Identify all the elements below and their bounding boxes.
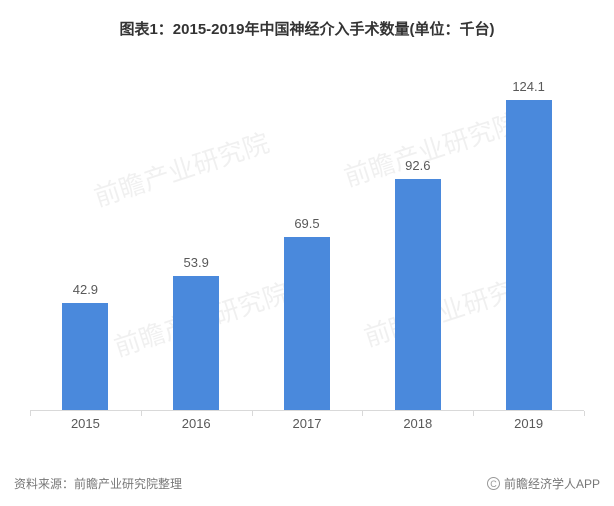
chart-area: 前瞻产业研究院 前瞻产业研究院 前瞻产业研究院 前瞻产业研究院 42.953.9… [30,60,584,436]
chart-title: 图表1：2015-2019年中国神经介入手术数量(单位：千台) [0,0,614,39]
bar-plot: 42.9 53.9 69.5 92.6 124.1 [30,60,584,411]
x-axis-tick [584,411,585,416]
bar-group: 69.5 [252,216,363,411]
bar-value-label: 69.5 [294,216,319,231]
x-axis-labels: 20152016201720182019 [30,411,584,436]
x-axis-tick [30,411,31,416]
x-axis-label: 2015 [30,416,141,431]
bar [173,276,219,411]
bar-group: 42.9 [30,282,141,411]
bar-value-label: 53.9 [184,255,209,270]
bar-value-label: 124.1 [512,79,545,94]
bar [395,179,441,411]
copyright-icon: C [487,477,500,490]
bar [62,303,108,411]
bar-group: 53.9 [141,255,252,411]
bar-group: 124.1 [473,79,584,411]
chart-footer: 资料来源：前瞻产业研究院整理 C 前瞻经济学人APP [14,475,600,492]
bar [284,237,330,411]
bar-value-label: 42.9 [73,282,98,297]
bar-value-label: 92.6 [405,158,430,173]
bar [506,100,552,411]
x-axis-tick [362,411,363,416]
bar-group: 92.6 [362,158,473,411]
x-axis-tick [141,411,142,416]
copyright-area: C 前瞻经济学人APP [487,475,600,492]
app-name: 前瞻经济学人APP [504,475,600,492]
x-axis-label: 2017 [252,416,363,431]
x-axis-label: 2019 [473,416,584,431]
x-axis-tick [473,411,474,416]
x-axis-label: 2018 [362,416,473,431]
source-text: 资料来源：前瞻产业研究院整理 [14,475,182,492]
x-axis-tick [252,411,253,416]
x-axis-label: 2016 [141,416,252,431]
